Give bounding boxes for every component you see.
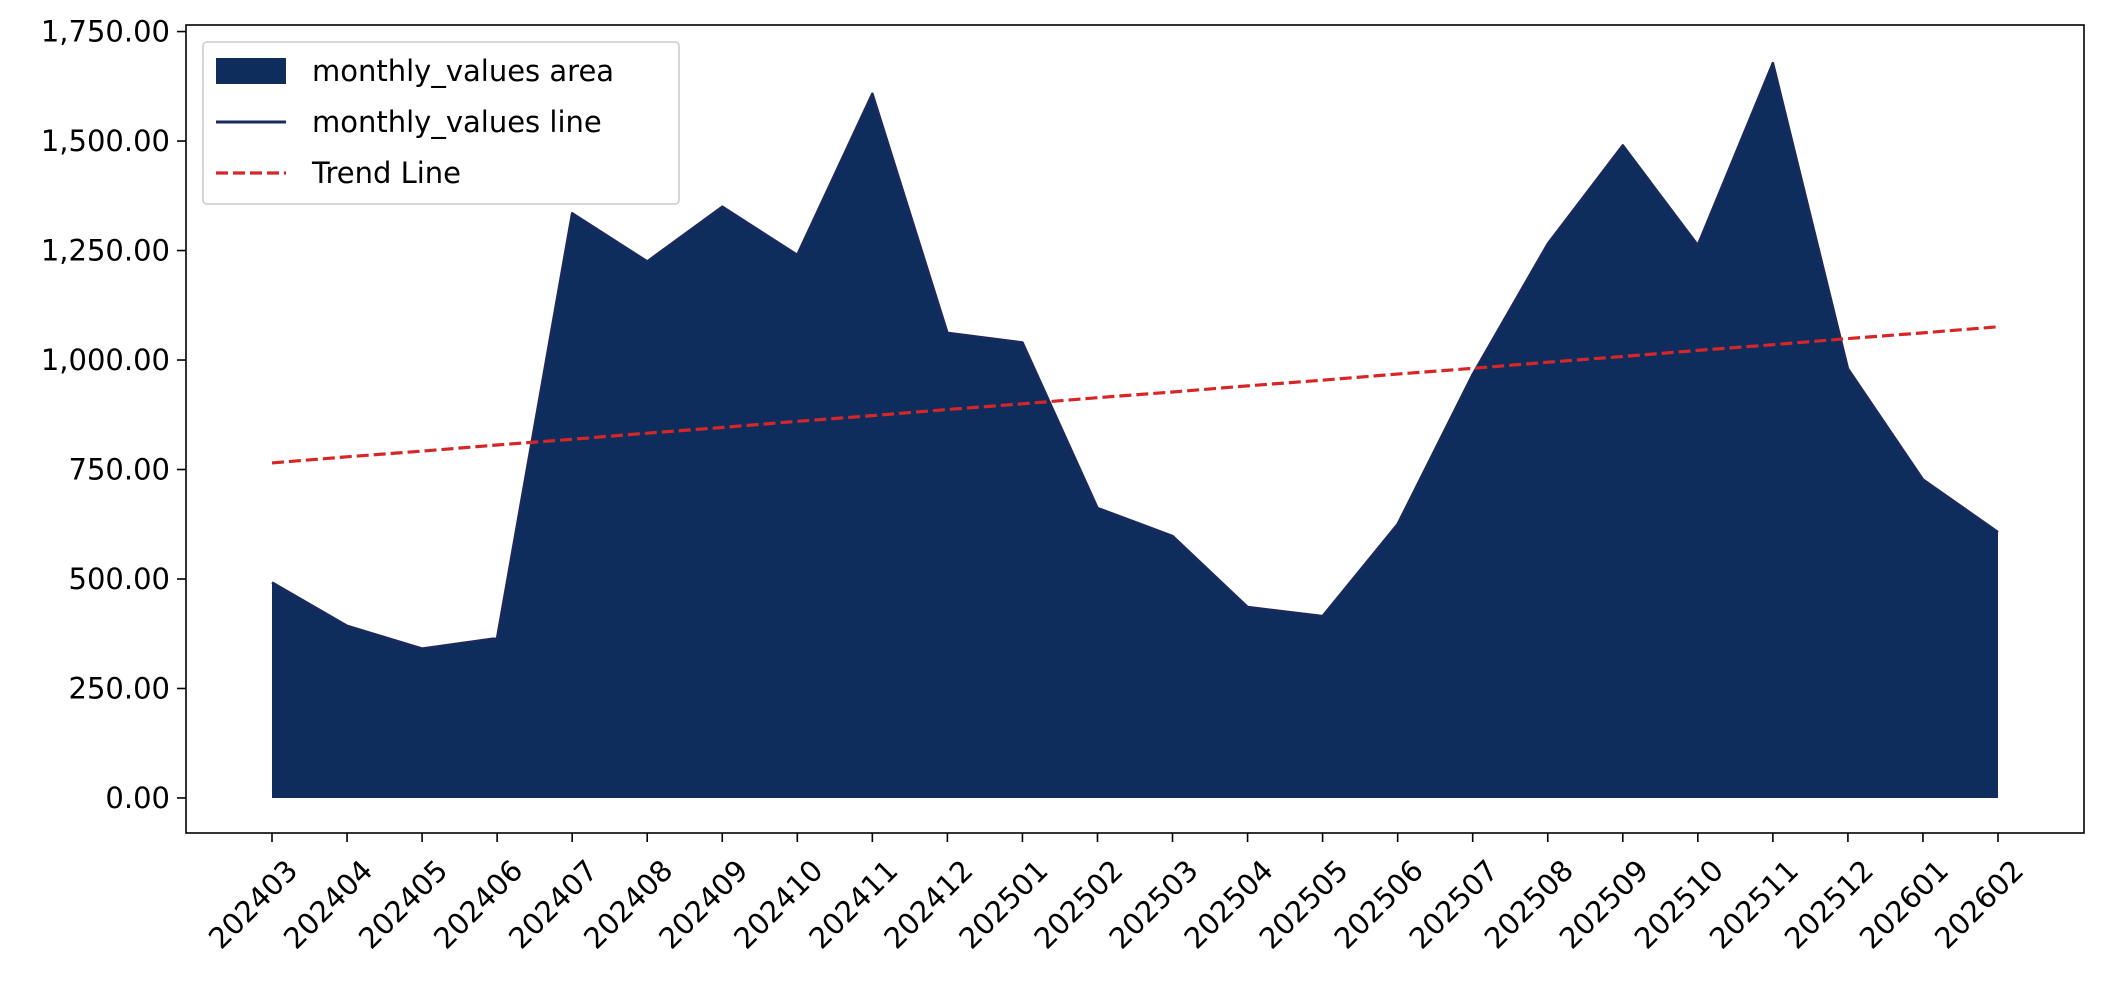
legend-box — [202, 41, 680, 205]
y-tick-label: 250.00 — [69, 671, 170, 705]
plot-area — [271, 61, 1999, 798]
y-tick-label: 500.00 — [69, 562, 170, 596]
legend-label-trend: Trend Line — [311, 156, 461, 190]
y-tick-label: 0.00 — [105, 781, 170, 815]
y-tick-label: 750.00 — [69, 453, 170, 487]
series-line — [271, 61, 1999, 650]
legend: monthly_values area monthly_values line … — [202, 41, 680, 205]
x-axis: 2024032024042024052024062024072024082024… — [202, 833, 2030, 956]
legend-swatch-area — [216, 58, 286, 84]
y-tick-label: 1,500.00 — [41, 124, 170, 158]
y-axis: 0.00 250.00 500.00 750.00 1,000.00 1,250.00 1,… — [41, 15, 186, 815]
area-fill — [272, 63, 1998, 798]
y-tick-label: 1,750.00 — [41, 15, 170, 49]
legend-label-line: monthly_values line — [312, 105, 602, 139]
plot-frame — [185, 24, 2085, 834]
y-tick-label: 1,000.00 — [41, 343, 170, 377]
legend-label-area: monthly_values area — [312, 54, 614, 88]
y-tick-label: 1,250.00 — [41, 234, 170, 268]
